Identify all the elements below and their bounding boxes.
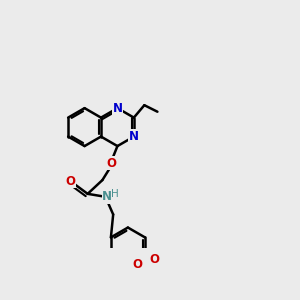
Text: N: N — [129, 130, 139, 143]
Text: H: H — [111, 190, 119, 200]
Text: N: N — [102, 190, 112, 203]
Text: N: N — [112, 102, 122, 115]
Text: O: O — [150, 253, 160, 266]
Text: O: O — [65, 175, 75, 188]
Text: O: O — [133, 258, 143, 271]
Text: O: O — [106, 157, 116, 169]
